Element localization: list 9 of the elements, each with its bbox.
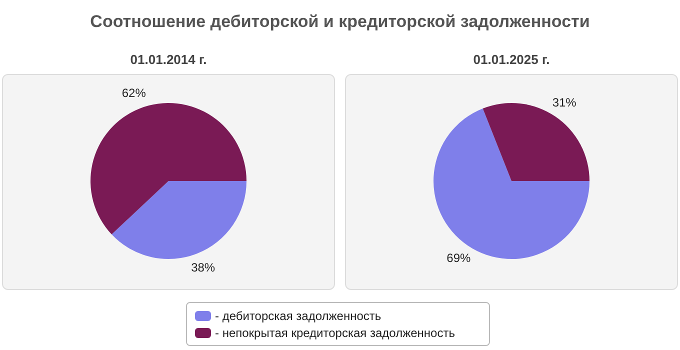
data-label: 38% [191, 260, 216, 275]
legend-label: - непокрытая кредиторская задолженность [215, 326, 455, 340]
chart-subtitle: 01.01.2014 г. [129, 52, 208, 69]
data-label: 69% [446, 251, 471, 266]
data-label: 62% [122, 86, 146, 100]
legend-label: - дебиторская задолженность [215, 308, 382, 322]
chart-subtitle: 01.01.2025 г. [472, 52, 551, 69]
data-label: 31% [552, 96, 577, 110]
chart-title: Соотношение дебиторской и кредиторской задолженности [89, 12, 591, 32]
